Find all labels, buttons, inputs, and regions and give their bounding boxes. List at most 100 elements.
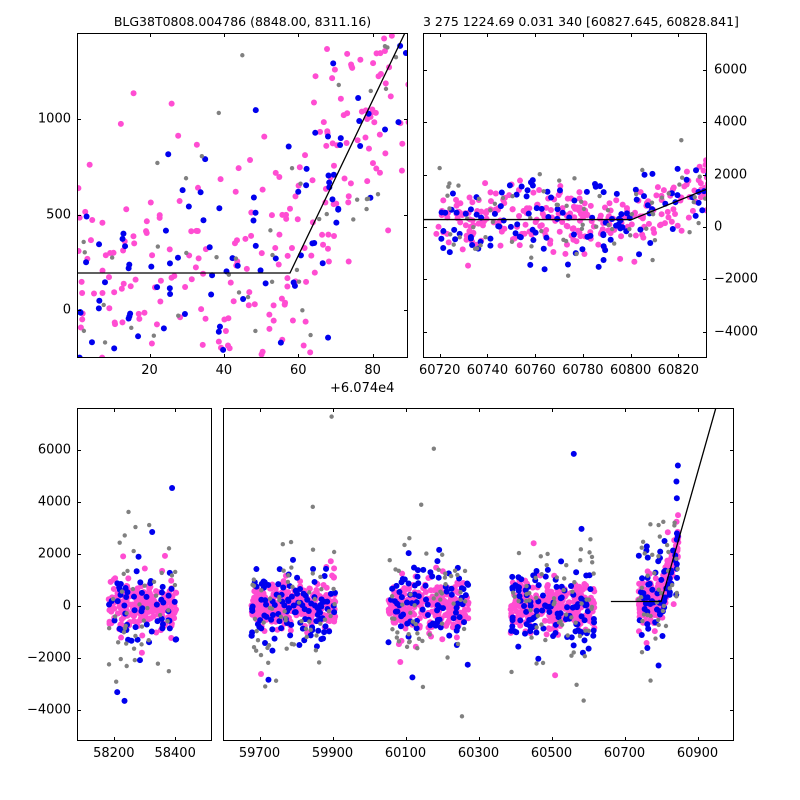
blue-point (275, 581, 282, 588)
gray-point (113, 679, 119, 684)
tick-mark-y (77, 553, 81, 555)
magenta-point (372, 109, 379, 116)
magenta-point (469, 199, 476, 206)
gray-point (122, 626, 128, 631)
blue-point (252, 209, 259, 216)
magenta-point (453, 634, 460, 641)
magenta-point (664, 208, 671, 215)
gray-point (463, 599, 468, 604)
magenta-point (645, 220, 652, 227)
gray-point (240, 53, 245, 58)
gray-point (286, 573, 291, 578)
ytick-label: 6000 (714, 62, 748, 78)
magenta-point (541, 617, 548, 624)
blue-point (570, 450, 577, 457)
blue-point (530, 237, 537, 244)
magenta-point (284, 283, 291, 290)
blue-point (122, 585, 129, 592)
magenta-point (91, 290, 98, 297)
blue-point (200, 217, 207, 224)
magenta-point (107, 249, 114, 256)
tick-mark-x (405, 408, 407, 412)
blue-point (570, 642, 577, 649)
gray-point (137, 602, 142, 607)
magenta-point (441, 597, 448, 604)
magenta-point (354, 137, 361, 144)
magenta-point (329, 75, 336, 82)
magenta-point (704, 181, 706, 187)
gray-point (151, 333, 157, 338)
blue-point (419, 606, 426, 613)
panel-top-right[interactable] (423, 33, 707, 358)
magenta-point (381, 35, 388, 42)
gray-point (656, 554, 661, 559)
gray-point (438, 597, 443, 602)
panel-bottom-segment-2-plot-area (248, 409, 717, 719)
panel-bottom-segment-2[interactable] (223, 408, 734, 741)
magenta-point (307, 349, 314, 356)
gray-point (393, 54, 399, 60)
magenta-point (118, 634, 125, 641)
magenta-point (653, 192, 660, 199)
gray-point (569, 615, 574, 620)
blue-point (311, 578, 318, 585)
magenta-point (536, 187, 543, 193)
blue-point (119, 235, 126, 242)
blue-point (456, 230, 463, 237)
magenta-point (135, 310, 142, 317)
gray-point (569, 653, 574, 658)
magenta-point (284, 275, 291, 282)
blue-point (572, 603, 579, 610)
blue-point (464, 661, 471, 668)
blue-point (78, 354, 83, 357)
gray-point (584, 597, 589, 602)
tick-mark-x (697, 408, 699, 412)
blue-point (153, 601, 160, 608)
blue-point (512, 230, 519, 237)
blue-point (542, 602, 549, 609)
magenta-point (89, 217, 96, 224)
magenta-point (700, 167, 706, 174)
gray-point (589, 554, 595, 560)
gray-point (101, 302, 106, 308)
blue-point (127, 310, 134, 317)
blue-point (633, 196, 640, 203)
magenta-point (672, 211, 679, 218)
gray-point (115, 640, 121, 645)
magenta-point (345, 199, 352, 206)
blue-point (448, 585, 455, 592)
blue-point (535, 582, 542, 589)
gray-point (445, 193, 450, 198)
magenta-point (78, 214, 83, 221)
blue-point (165, 592, 172, 599)
gray-point (226, 272, 232, 277)
tick-mark-x (678, 354, 680, 358)
gray-point (656, 622, 661, 628)
gray-point (329, 414, 334, 419)
gray-point (659, 591, 664, 596)
blue-point (640, 193, 647, 200)
blue-point (398, 594, 405, 601)
gray-point (281, 568, 286, 573)
blue-point (467, 206, 474, 213)
gray-point (455, 572, 460, 578)
panel-top-left[interactable] (77, 33, 408, 358)
magenta-point (583, 582, 590, 589)
magenta-point (454, 200, 461, 207)
magenta-point (111, 289, 118, 296)
gray-point (581, 206, 587, 212)
gray-point (533, 595, 539, 601)
gray-point (440, 552, 445, 557)
blue-point (280, 584, 287, 591)
blue-point (590, 615, 597, 622)
magenta-point (530, 189, 537, 196)
blue-point (393, 582, 400, 589)
tick-mark-x (149, 33, 151, 37)
magenta-point (483, 215, 490, 222)
gray-point (253, 328, 258, 334)
gray-point (118, 656, 123, 662)
blue-point (570, 231, 577, 238)
panel-bottom-segment-1[interactable] (77, 408, 212, 741)
gray-point (277, 594, 282, 600)
magenta-point (168, 577, 175, 584)
